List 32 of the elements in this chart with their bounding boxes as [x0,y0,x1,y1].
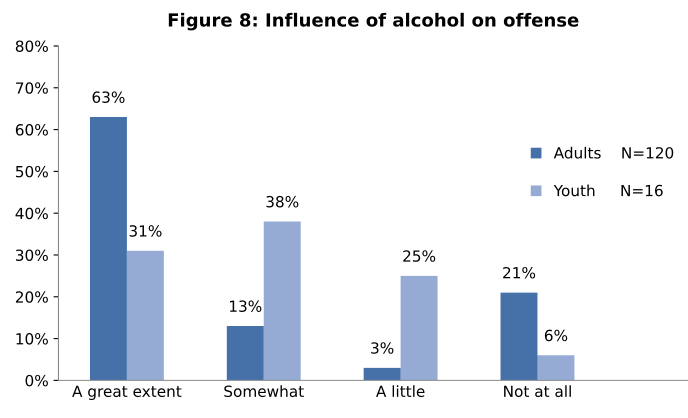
bar [90,117,127,380]
x-tick-label: A great extent [72,386,182,400]
data-label: 38% [266,196,298,208]
y-tick-label: 40% [16,208,48,220]
data-label: 25% [403,250,436,262]
bar [226,326,264,380]
bar [364,368,401,380]
data-label: 3% [371,342,394,354]
x-tick-label: A little [376,385,425,398]
y-tick-label: 0% [26,374,48,386]
data-label: 13% [230,300,262,312]
bar [264,222,301,380]
y-tick-label: 70% [16,82,48,94]
data-label: 31% [130,225,162,237]
bar [126,250,164,380]
legend-label: Adults N=120 [554,146,674,159]
bar [400,276,438,380]
y-tick-label: 60% [16,124,48,136]
y-tick-label: 80% [16,40,48,52]
bar [500,292,538,380]
x-tick-label: Somewhat [224,385,304,398]
chart-title: Figure 8: Influence of alcohol on offense [168,12,578,30]
x-tick-label: Not at all [504,385,571,398]
bar [537,355,574,380]
y-tick-label: 30% [16,249,48,261]
y-tick-label: 50% [16,166,48,178]
data-label: 6% [544,330,568,342]
y-tick-label: 20% [16,291,48,303]
y-tick-label: 10% [16,333,48,345]
data-label: 63% [92,91,125,103]
data-label: 21% [503,266,536,279]
legend-label: Youth N=16 [554,184,663,196]
